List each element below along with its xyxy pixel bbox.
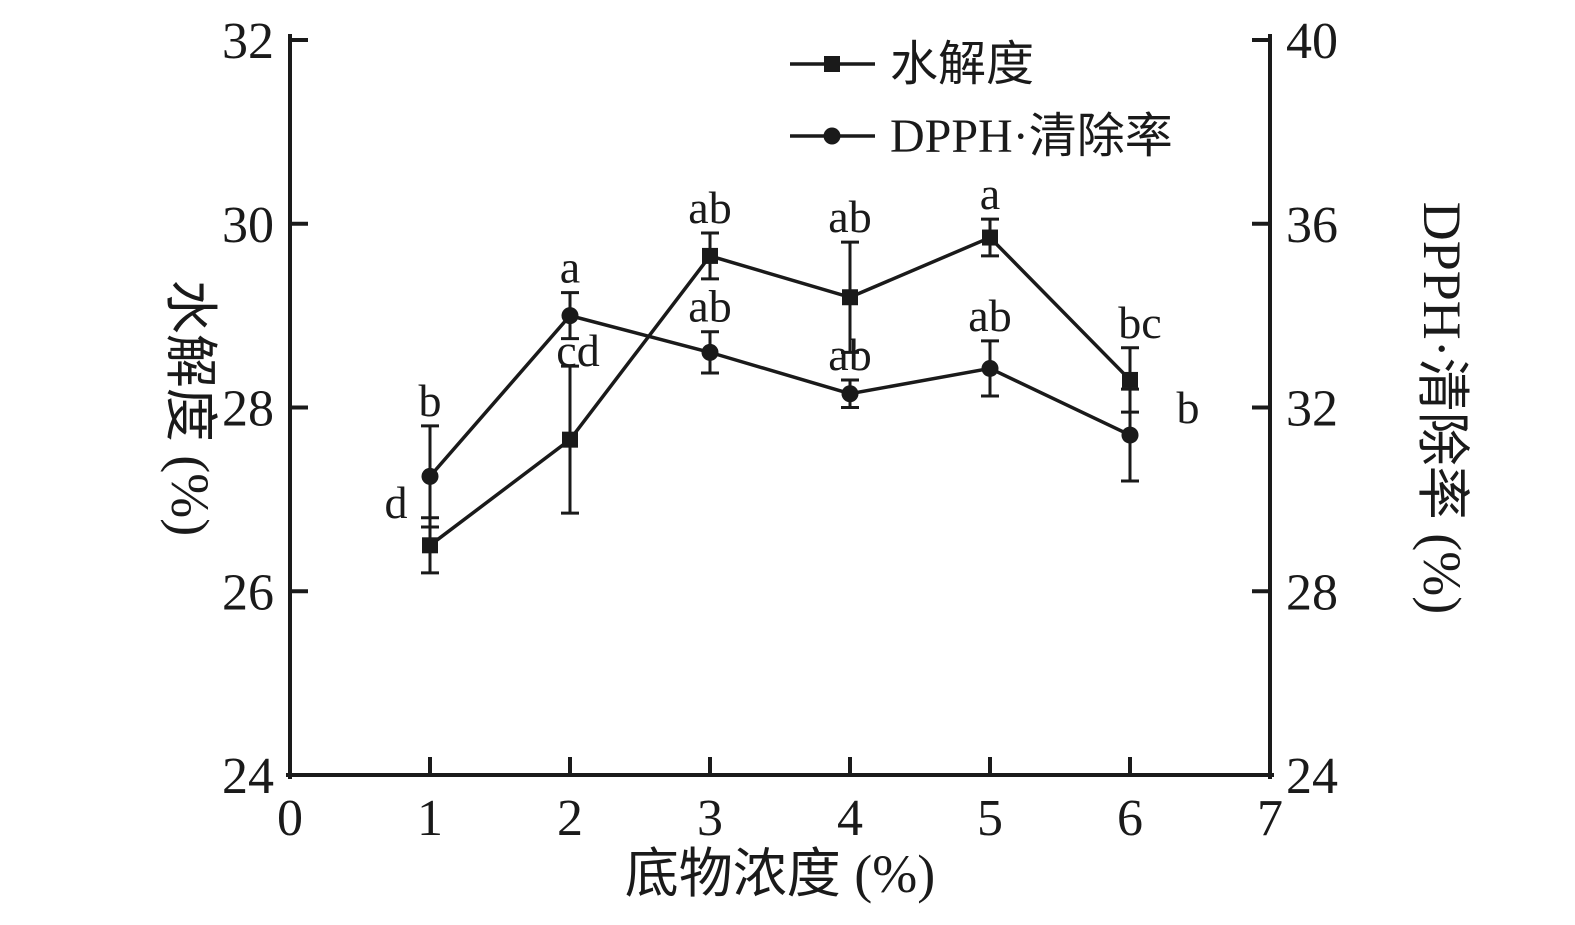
legend-square-marker <box>824 56 840 72</box>
marker-square <box>422 537 438 554</box>
x-axis-title: 底物浓度 (%) <box>625 844 935 904</box>
sig-label: ab <box>688 281 731 332</box>
sig-label: bc <box>1118 297 1161 348</box>
right-tick-label: 28 <box>1286 564 1338 621</box>
x-tick-label: 1 <box>417 790 443 847</box>
marker-circle <box>981 359 999 377</box>
x-tick-label: 0 <box>277 790 303 847</box>
sig-label: ab <box>828 191 871 242</box>
sig-label: ab <box>968 290 1011 341</box>
sig-label: b <box>419 375 442 426</box>
sig-label: ab <box>688 182 731 233</box>
marker-square <box>1122 371 1138 388</box>
left-tick-label: 28 <box>222 381 274 438</box>
right-tick-label: 24 <box>1286 748 1338 805</box>
marker-square <box>702 247 718 264</box>
legend: 水解度 DPPH·清除率 <box>790 38 1173 163</box>
legend-label: DPPH·清除率 <box>890 110 1173 163</box>
sig-label: a <box>980 168 1000 219</box>
marker-square <box>562 431 578 448</box>
legend-label: 水解度 <box>890 38 1034 91</box>
left-tick-label: 26 <box>222 564 274 621</box>
right-tick-label: 36 <box>1286 197 1338 254</box>
right-axis-title: DPPH·清除率 (%) <box>1412 202 1472 615</box>
x-tick-label: 4 <box>837 790 863 847</box>
sig-label: a <box>560 242 580 293</box>
series-0 <box>421 217 1139 575</box>
x-tick-label: 5 <box>977 790 1003 847</box>
marker-circle <box>561 307 579 325</box>
x-tick-label: 7 <box>1257 790 1283 847</box>
sig-label: b <box>1177 382 1200 433</box>
left-tick-label: 24 <box>222 748 274 805</box>
marker-square <box>982 229 998 246</box>
series-line <box>428 235 1132 547</box>
right-tick-label: 32 <box>1286 381 1338 438</box>
left-tick-label: 32 <box>222 13 274 70</box>
sig-label: ab <box>828 329 871 380</box>
right-tick-label: 40 <box>1286 13 1338 70</box>
marker-square <box>842 289 858 306</box>
series-line <box>428 313 1131 478</box>
x-tick-label: 6 <box>1117 790 1143 847</box>
sig-label: d <box>385 477 408 528</box>
axes <box>286 34 1274 779</box>
marker-circle <box>841 385 859 403</box>
marker-circle <box>1121 426 1139 444</box>
legend-circle-marker <box>823 127 841 145</box>
x-tick-label: 2 <box>557 790 583 847</box>
marker-circle <box>701 343 719 361</box>
left-axis-title: 水解度 (%) <box>160 280 220 536</box>
left-tick-label: 30 <box>222 197 274 254</box>
x-tick-label: 3 <box>697 790 723 847</box>
marker-circle <box>421 467 439 485</box>
sig-label: cd <box>556 325 599 376</box>
series-1 <box>421 291 1139 529</box>
